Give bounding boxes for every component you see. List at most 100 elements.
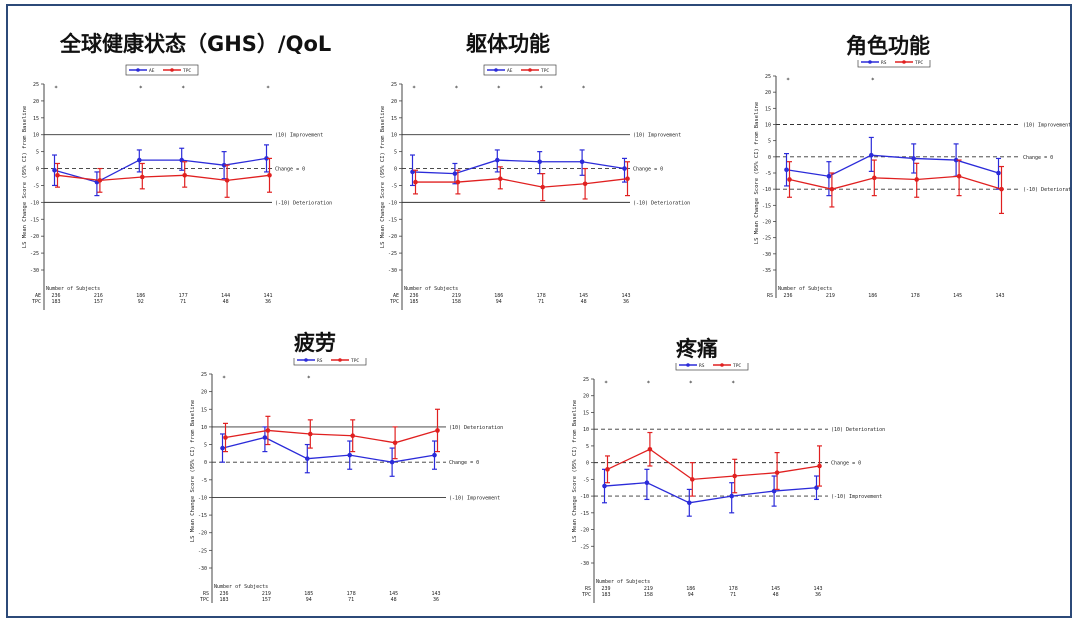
significance-marker: *	[604, 380, 608, 387]
subjects-count: 143	[813, 586, 822, 592]
subjects-table-label: Number of Subjects	[404, 286, 458, 292]
series-line-tpc	[225, 429, 438, 444]
y-axis-label: LS Mean Change Score (95% CI) from Basel…	[22, 106, 28, 248]
y-tick-label: -10	[30, 200, 39, 206]
legend-label-tpc: TPC	[733, 363, 741, 369]
subjects-row-name: TPC	[200, 597, 209, 603]
subjects-row-name: TPC	[32, 299, 41, 305]
legend-box	[483, 64, 557, 76]
data-point-ae	[495, 157, 500, 163]
data-point-tpc	[55, 173, 60, 178]
y-tick-label: 25	[33, 82, 39, 88]
y-tick-label: 5	[586, 444, 589, 450]
data-point-rs	[784, 167, 789, 173]
y-tick-label: -15	[388, 217, 397, 223]
subjects-row-name: RS	[767, 293, 773, 298]
subjects-count: 48	[581, 299, 587, 305]
data-point-ae	[137, 157, 142, 163]
subjects-count: 236	[219, 591, 228, 597]
y-tick-label: -20	[762, 220, 771, 226]
data-point-tpc	[435, 428, 440, 433]
y-tick-label: 25	[583, 377, 589, 383]
subjects-count: 239	[601, 586, 610, 592]
y-tick-label: 20	[391, 99, 397, 105]
y-tick-label: 25	[201, 372, 207, 378]
data-point-tpc	[223, 435, 228, 440]
y-tick-label: 0	[768, 155, 771, 161]
series-line-rs	[786, 154, 999, 177]
y-tick-label: 15	[201, 407, 207, 413]
significance-marker: *	[731, 380, 735, 387]
reference-line-label: (-10) Deterioration	[1023, 187, 1070, 193]
subjects-row-name: AE	[393, 293, 399, 299]
data-point-tpc	[647, 446, 653, 452]
y-tick-label: -5	[583, 477, 589, 483]
subjects-table-label: Number of Subjects	[596, 579, 650, 585]
significance-marker: *	[139, 85, 143, 92]
data-point-tpc	[413, 179, 418, 185]
subjects-count: 141	[263, 293, 272, 299]
data-point-tpc	[914, 177, 919, 182]
subjects-count: 71	[348, 597, 354, 603]
data-point-tpc	[267, 173, 272, 178]
y-tick-label: 0	[36, 167, 39, 173]
subjects-count: 178	[347, 591, 356, 597]
y-tick-label: -30	[30, 268, 39, 274]
reference-line-label: Change = 0	[275, 167, 305, 173]
series-line-ae	[54, 157, 267, 183]
subjects-count: 219	[826, 293, 835, 298]
data-point-tpc	[787, 177, 792, 182]
data-point-tpc	[829, 186, 835, 192]
series-line-tpc	[57, 174, 270, 182]
data-point-rs	[729, 493, 734, 499]
legend-box	[293, 358, 367, 366]
subjects-table-label: Number of Subjects	[214, 584, 268, 590]
y-tick-label: 25	[391, 82, 397, 88]
subjects-count: 183	[51, 299, 60, 305]
data-point-tpc	[182, 173, 187, 178]
y-tick-label: -15	[30, 217, 39, 223]
y-tick-label: 15	[391, 116, 397, 122]
subjects-count: 94	[306, 597, 312, 603]
legend-label-tpc: TPC	[351, 358, 359, 364]
chart-panel-ghs: 25 20 15 10 5 0 -5 -10 -15 -20 -25 -30 LS Mean Chang…	[22, 64, 332, 310]
subjects-row-name: RS	[203, 591, 209, 597]
y-tick-label: -10	[388, 200, 397, 206]
y-tick-label: -25	[762, 236, 771, 242]
subjects-count: 71	[538, 299, 544, 305]
legend-marker-tpc	[528, 68, 532, 72]
y-tick-label: 25	[765, 74, 771, 80]
series-line-ae	[412, 159, 625, 175]
subjects-count: 177	[179, 293, 188, 299]
y-tick-label: 5	[36, 150, 39, 156]
chart-title-fatigue: 疲劳	[294, 331, 336, 355]
y-tick-label: -5	[33, 183, 39, 189]
subjects-count: 71	[180, 299, 186, 305]
legend-label-tpc: TPC	[915, 60, 923, 66]
subjects-count: 145	[389, 591, 398, 597]
significance-marker: *	[497, 85, 501, 92]
y-tick-label: 20	[201, 390, 207, 396]
subjects-count: 185	[304, 591, 313, 597]
y-tick-label: -30	[580, 561, 589, 567]
y-axis-label: LS Mean Change Score (95% CI) from Basel…	[572, 400, 578, 542]
y-tick-label: 20	[583, 394, 589, 400]
subjects-count: 185	[409, 299, 418, 305]
y-tick-label: -5	[391, 183, 397, 189]
data-point-rs	[262, 435, 268, 440]
data-point-tpc	[350, 433, 355, 439]
data-point-rs	[389, 459, 395, 465]
significance-marker: *	[307, 375, 311, 382]
chart-panel-pain: 25 20 15 10 5 0 -5 -10 -15 -20 -25 -30 LS Mean Chang…	[572, 363, 885, 603]
subjects-count: 143	[621, 293, 630, 299]
subjects-count: 236	[409, 293, 418, 299]
data-point-ae	[52, 167, 57, 173]
data-point-tpc	[265, 428, 271, 433]
data-point-tpc	[872, 175, 877, 181]
y-tick-label: -30	[388, 268, 397, 274]
series-line-rs	[222, 436, 435, 463]
y-tick-label: -35	[762, 268, 771, 274]
data-point-rs	[305, 456, 310, 461]
chart-title-ghs: 全球健康状态（GHS）/QoL	[60, 32, 332, 56]
reference-line-label: Change = 0	[1023, 155, 1053, 161]
